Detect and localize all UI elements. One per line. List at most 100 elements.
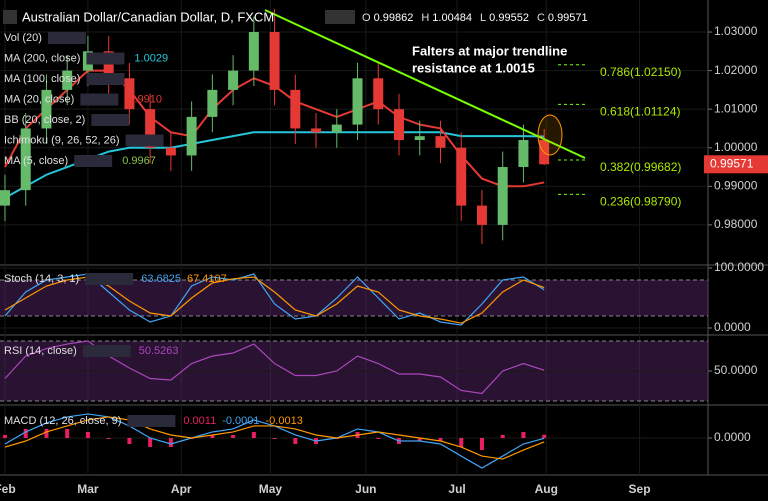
last-price-box	[704, 155, 768, 174]
candle-body	[497, 167, 508, 225]
y-tick-label: 1.02000	[714, 63, 758, 77]
ohlc-value: 0.99571	[548, 12, 588, 24]
candle-body	[20, 128, 31, 191]
y-tick-label: 1.00000	[714, 140, 758, 154]
histogram-bar	[438, 437, 443, 441]
candle-body	[207, 89, 218, 117]
x-tick-label: Mar	[77, 482, 99, 496]
annotation: Falters at major trendline	[412, 43, 567, 58]
y-tick-label: 0.0000	[714, 430, 751, 444]
x-tick-label: Feb	[0, 482, 16, 496]
indicator-reading: 0.9910	[128, 93, 162, 105]
x-tick-label: Jul	[448, 482, 465, 496]
panel-title: MACD (12, 26, close, 9)	[4, 415, 121, 427]
histogram-bar	[231, 434, 236, 438]
indicator-settings[interactable]	[82, 345, 131, 357]
y-tick-label: 0.0000	[714, 320, 751, 334]
x-tick-label: Apr	[171, 482, 192, 496]
candle-body	[373, 78, 384, 110]
candle-body	[124, 78, 135, 110]
histogram-bar	[106, 437, 111, 439]
candle-body	[311, 128, 322, 133]
fib-label: 0.382(0.99682)	[600, 160, 681, 174]
indicator-settings[interactable]	[86, 73, 125, 85]
indicator-reading: 0.0011	[183, 415, 216, 427]
fib-label: 0.618(1.01124)	[600, 105, 681, 119]
indicator-label: Ichimoku (9, 26, 52, 26)	[4, 134, 120, 146]
candle-body	[331, 124, 342, 133]
y-tick-label: 50.0000	[714, 363, 758, 377]
indicator-reading: 63.6825	[141, 273, 181, 285]
candle-body	[145, 109, 156, 148]
indicator-reading: -0.0001	[222, 415, 259, 427]
candle-body	[414, 136, 425, 141]
ohlc-value: 0.99552	[489, 12, 529, 24]
band	[0, 279, 708, 316]
indicator-reading: 50.5263	[139, 345, 179, 357]
candle-body	[435, 136, 446, 148]
candle-body	[394, 109, 405, 141]
histogram-bar	[459, 437, 464, 448]
y-tick-label: 0.98000	[714, 217, 758, 231]
indicator-label: MA (20, close)	[4, 93, 74, 105]
ohlc-value: 0.99862	[374, 12, 414, 24]
indicator-reading: 0.9967	[122, 155, 156, 167]
fib-label: 0.786(1.02150)	[600, 65, 681, 79]
candle-body	[0, 190, 10, 206]
symbol-icon[interactable]	[3, 10, 17, 24]
histogram-bar	[44, 428, 49, 438]
indicator-label: MA (5, close)	[4, 155, 68, 167]
x-tick-label: Aug	[535, 482, 558, 496]
y-tick-label: 1.03000	[714, 24, 758, 38]
indicator-label: MA (100, close)	[4, 73, 80, 85]
indicator-reading: 67.4107	[187, 273, 227, 285]
histogram-bar	[479, 437, 484, 451]
histogram-bar	[23, 428, 28, 438]
indicator-settings[interactable]	[47, 32, 86, 44]
panel-title: RSI (14, close)	[4, 345, 77, 357]
candle-body	[62, 70, 73, 90]
y-tick-label: 100.0000	[714, 260, 764, 274]
candle-body	[290, 89, 301, 129]
fib-label: 0.236(0.98790)	[600, 195, 681, 209]
histogram-bar	[542, 434, 547, 438]
candle-body	[269, 32, 280, 90]
indicator-settings[interactable]	[86, 52, 125, 65]
x-tick-label: Jun	[355, 482, 376, 496]
histogram-bar	[272, 437, 277, 439]
indicator-line	[4, 416, 545, 460]
x-tick-label: Sep	[629, 482, 651, 496]
indicator-settings[interactable]	[74, 155, 113, 167]
candle-body	[186, 116, 197, 156]
candle-body	[165, 147, 176, 156]
ohlc-key: H	[421, 12, 429, 24]
histogram-bar	[500, 434, 505, 438]
last-price-label: 0.99571	[710, 156, 754, 170]
panel-title: Stoch (14, 3, 1)	[4, 273, 79, 285]
candle-body	[476, 205, 487, 225]
candle-body	[352, 78, 363, 125]
indicator-settings[interactable]	[91, 114, 130, 126]
indicator-settings[interactable]	[127, 415, 176, 427]
ohlc-key: L	[480, 12, 486, 24]
labels-layer: Feb Mar Apr May Jun Jul Aug Sep 1.03000 1.02000 1.…	[0, 10, 768, 496]
indicator-reading: 1.0029	[134, 52, 168, 64]
histogram-bar	[210, 434, 215, 438]
indicator-settings[interactable]	[125, 134, 164, 147]
ohlc-key: C	[537, 12, 545, 24]
histogram-bar	[85, 431, 90, 438]
histogram-bar	[376, 437, 381, 439]
indicator-settings[interactable]	[80, 93, 119, 106]
candle-body	[228, 70, 239, 90]
ohlc-value: 1.00484	[432, 12, 472, 24]
candle-body	[518, 140, 529, 168]
candle-body	[41, 89, 52, 129]
toolbar-buttons[interactable]	[325, 10, 355, 24]
indicator-settings[interactable]	[85, 273, 134, 285]
histogram-bar	[127, 437, 132, 445]
candle-body	[103, 51, 114, 79]
indicator-reading: -0.0013	[266, 415, 303, 427]
histogram-bar	[293, 437, 298, 445]
histogram-bar	[417, 437, 422, 441]
